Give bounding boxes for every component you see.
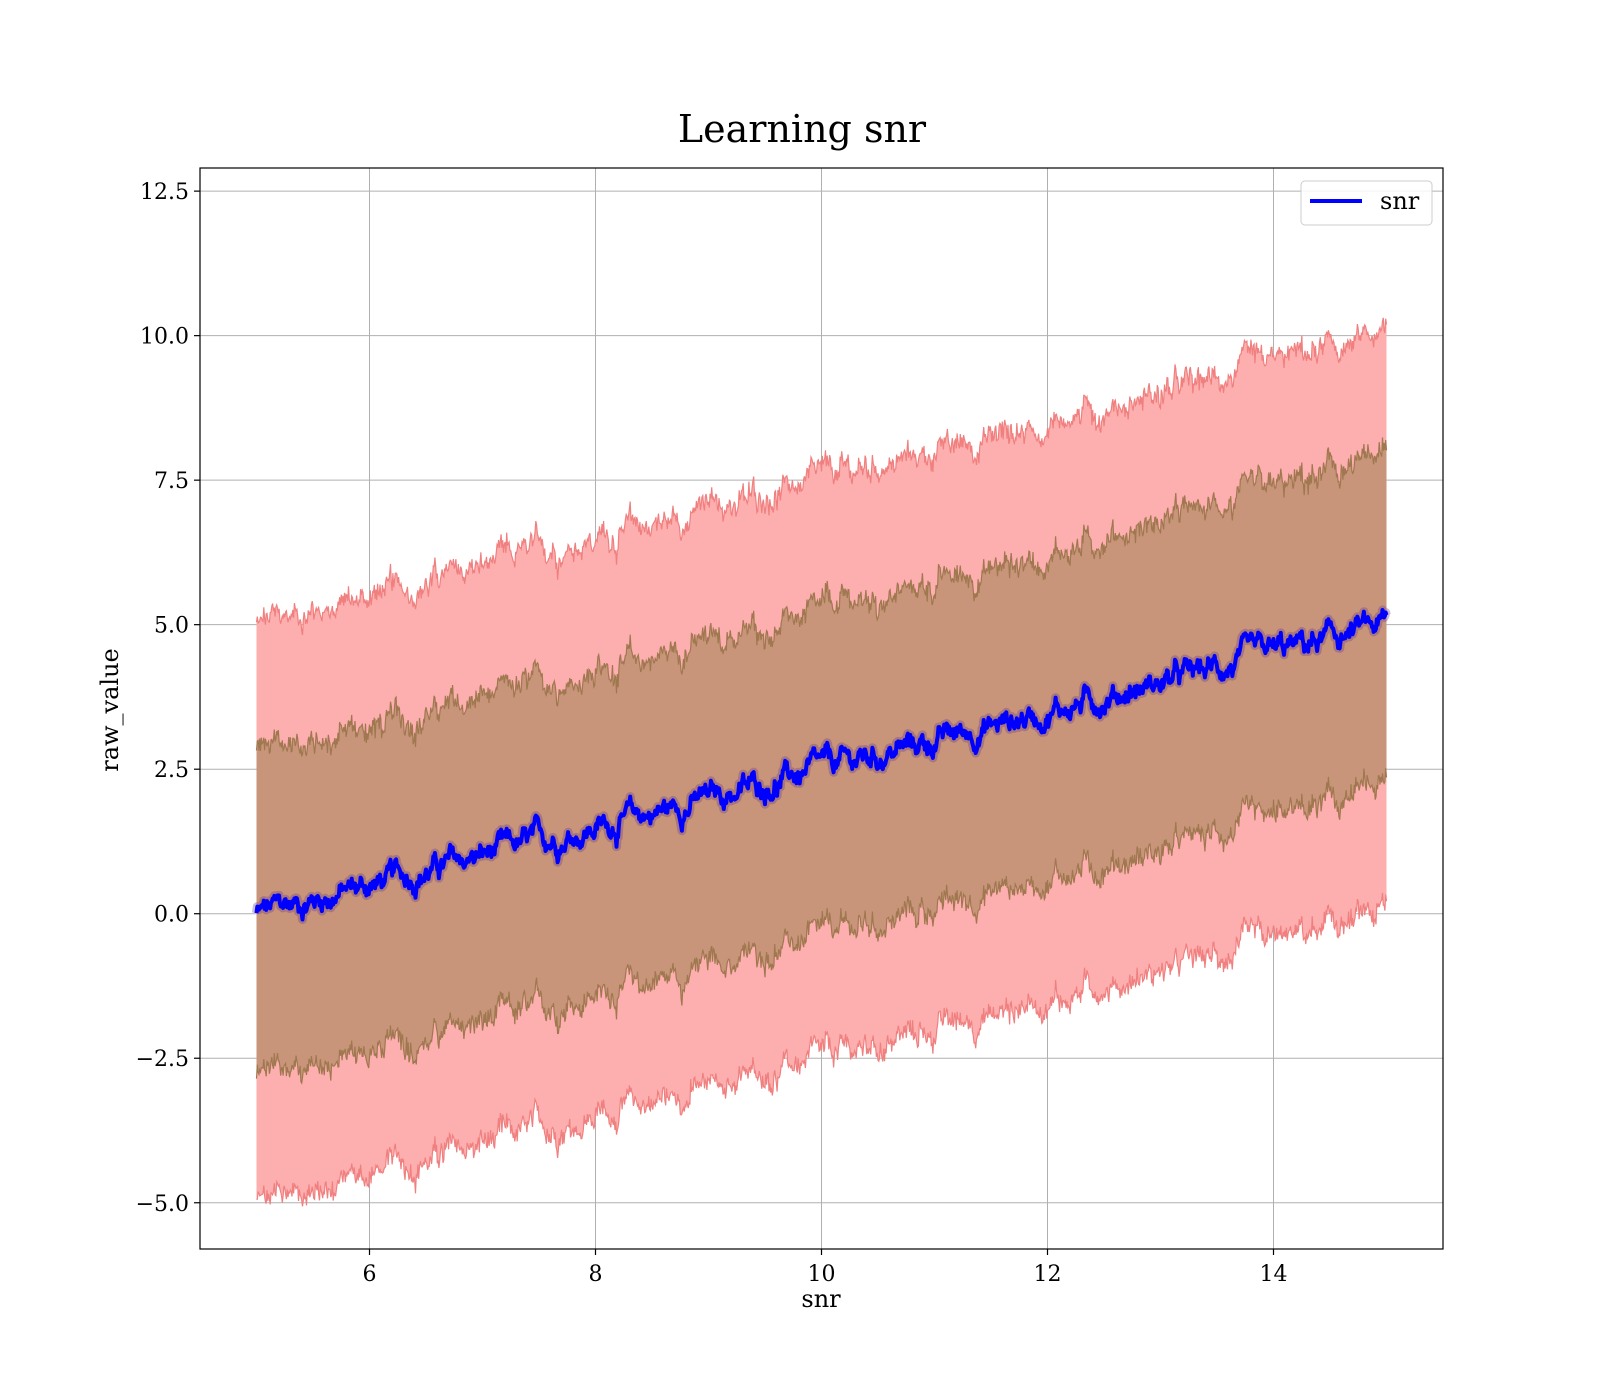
y-tick-label: −2.5	[136, 1047, 189, 1072]
y-tick-label: 0.0	[154, 903, 189, 928]
y-tick-label: −5.0	[136, 1192, 189, 1217]
y-tick-label: 5.0	[154, 614, 189, 639]
outer-band-upper-edge	[255, 317, 1388, 636]
inner-band-upper-edge	[255, 437, 1388, 758]
outer-band-lower-edge	[256, 892, 1388, 1207]
y-tick-label: 7.5	[154, 469, 189, 494]
legend-label-snr: snr	[1380, 187, 1420, 215]
y-axis-label: raw_value	[96, 648, 124, 772]
confidence-bands	[255, 317, 1388, 1207]
legend-box	[1300, 180, 1433, 226]
legend: snr	[1300, 180, 1433, 226]
x-axis-label: snr	[801, 1285, 841, 1313]
y-tick-label: 10.0	[140, 325, 189, 350]
x-tick-label: 10	[808, 1262, 836, 1287]
inner-band-lower-edge	[255, 767, 1388, 1085]
x-tick-label: 8	[589, 1262, 603, 1287]
inner-band	[256, 437, 1387, 1083]
series-lines	[252, 605, 1391, 924]
series-line-snr	[254, 608, 1389, 922]
x-tick-label: 6	[363, 1262, 377, 1287]
y-tick-label: 12.5	[140, 180, 189, 205]
x-tick-label: 14	[1260, 1262, 1288, 1287]
y-axis-ticks: −5.0 −2.5 0.0 2.5 5.0 7.5 10.0 12.5	[136, 180, 200, 1217]
chart-title: Learning snr	[678, 107, 927, 151]
x-axis-ticks: 6 8 10 12 14	[363, 1249, 1288, 1287]
y-tick-label: 2.5	[154, 758, 189, 783]
x-tick-label: 12	[1034, 1262, 1062, 1287]
